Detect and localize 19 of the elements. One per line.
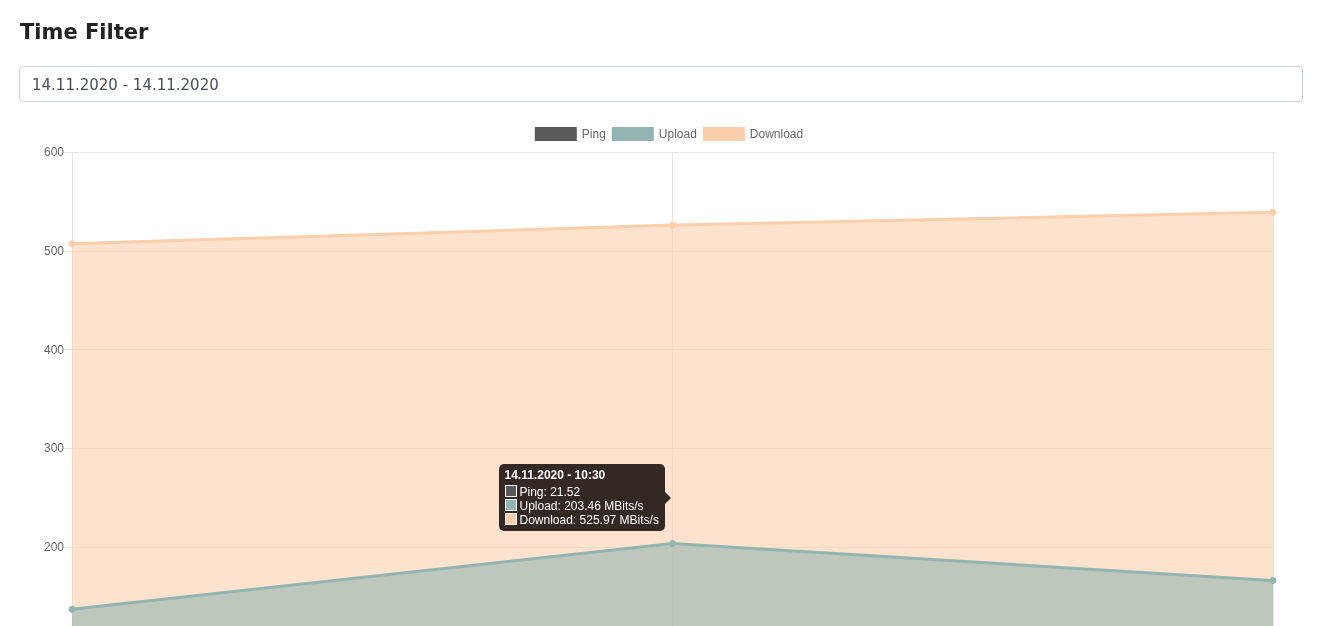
legend-label: Upload — [658, 127, 697, 141]
y-tick-label: 600 — [43, 145, 65, 159]
legend-label: Download — [749, 127, 804, 141]
point — [669, 540, 676, 548]
chart-subtitle: 14.11.2020 - 14.11.2020 — [32, 76, 219, 94]
annotation: Download: 525.97 MBits/s — [518, 513, 659, 528]
chart-title: Time Filter — [20, 20, 149, 44]
y-tick-label: 200 — [43, 540, 65, 554]
annotation: Upload: 203.46 MBits/s — [518, 499, 645, 514]
annotation: 14.11.2020 - 10:30 — [504, 468, 607, 483]
y-tick-label: 500 — [43, 243, 65, 258]
point — [1269, 577, 1277, 585]
point — [669, 221, 676, 229]
point — [68, 605, 76, 613]
y-tick-label: 300 — [43, 441, 65, 456]
point — [1269, 208, 1277, 216]
y-tick-label: 400 — [43, 342, 65, 357]
annotation: Ping: 21.52 — [518, 485, 582, 500]
legend-label: Ping — [581, 127, 606, 141]
